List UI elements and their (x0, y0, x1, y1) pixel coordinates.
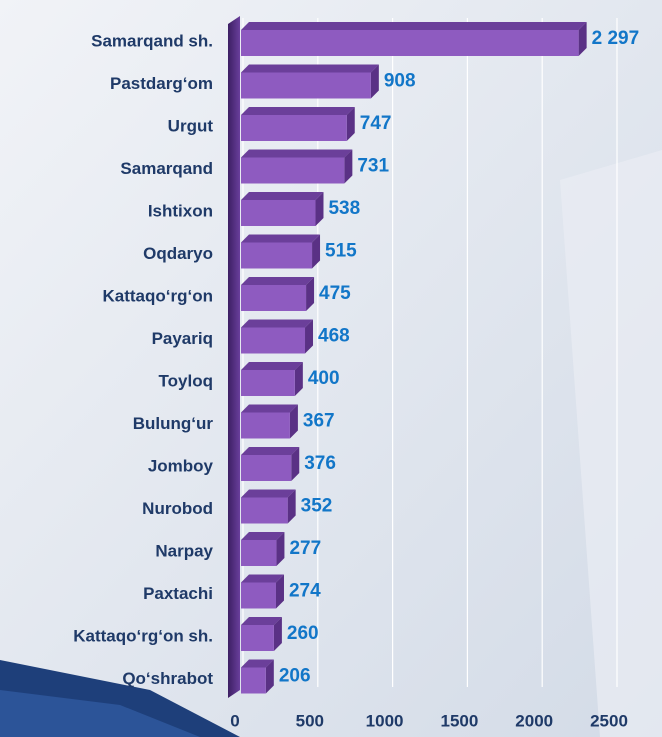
value-label: 274 (289, 581, 321, 602)
y-tick-label: Kattaqo‘rg‘on (103, 286, 214, 305)
y-tick-label: Nurobod (142, 499, 213, 518)
bar (241, 455, 291, 481)
value-label: 260 (287, 623, 319, 644)
bar (241, 158, 344, 184)
bar-top (241, 362, 303, 370)
bar (241, 328, 305, 354)
bar (241, 413, 290, 439)
y-tick-label: Ishtixon (148, 201, 213, 220)
value-label: 2 297 (592, 28, 640, 49)
bar-top (241, 447, 299, 455)
bar (241, 540, 276, 566)
value-label: 468 (318, 326, 350, 347)
value-label: 908 (384, 71, 416, 92)
y-tick-label: Paxtachi (143, 584, 213, 603)
x-tick-label: 2000 (515, 711, 553, 730)
value-label: 367 (303, 411, 335, 432)
y-tick-label: Urgut (168, 116, 214, 135)
bar-top (241, 65, 379, 73)
value-label: 747 (360, 113, 392, 134)
y-tick-label: Toyloq (159, 371, 213, 390)
y-tick-label: Jomboy (148, 456, 214, 475)
axis-wall (228, 16, 240, 698)
y-tick-label: Narpay (155, 541, 213, 560)
bar-top (241, 22, 587, 30)
bar (241, 200, 315, 226)
bar-top (241, 405, 298, 413)
bar-top (241, 192, 323, 200)
value-label: 376 (304, 453, 336, 474)
bar-top (241, 490, 296, 498)
bar-top (241, 150, 352, 158)
value-label: 731 (357, 156, 389, 177)
y-tick-label: Samarqand sh. (91, 31, 213, 50)
x-tick-label: 1000 (366, 711, 404, 730)
bar (241, 115, 347, 141)
bar-top (241, 235, 320, 243)
value-label: 352 (301, 496, 333, 517)
x-tick-label: 500 (296, 711, 324, 730)
value-label: 277 (289, 538, 321, 559)
y-tick-label: Bulung‘ur (133, 414, 214, 433)
y-tick-label: Kattaqo‘rg‘on sh. (73, 626, 213, 645)
y-tick-label: Oqdaryo (143, 244, 213, 263)
bar (241, 285, 306, 311)
bar (241, 370, 295, 396)
y-tick-label: Payariq (152, 329, 213, 348)
value-label: 206 (279, 666, 311, 687)
bar-top (241, 320, 313, 328)
bar-top (241, 107, 355, 115)
y-tick-label: Samarqand (120, 159, 213, 178)
bar (241, 243, 312, 269)
bar (241, 30, 579, 56)
chart: 0 500 1000 1500 2000 2500 Samarqand sh. 2 297 P… (0, 0, 662, 737)
bar-top (241, 277, 314, 285)
bar (241, 73, 371, 99)
value-label: 475 (319, 283, 351, 304)
x-tick-label: 1500 (440, 711, 478, 730)
bar (241, 625, 274, 651)
value-label: 400 (308, 368, 340, 389)
x-tick-label: 0 (230, 711, 239, 730)
value-label: 538 (328, 198, 360, 219)
y-tick-label: Qo‘shrabot (122, 669, 213, 688)
bar (241, 498, 288, 524)
x-tick-label: 2500 (590, 711, 628, 730)
bar (241, 668, 266, 694)
y-tick-label: Pastdarg‘om (110, 74, 213, 93)
value-label: 515 (325, 241, 357, 262)
bar (241, 583, 276, 609)
